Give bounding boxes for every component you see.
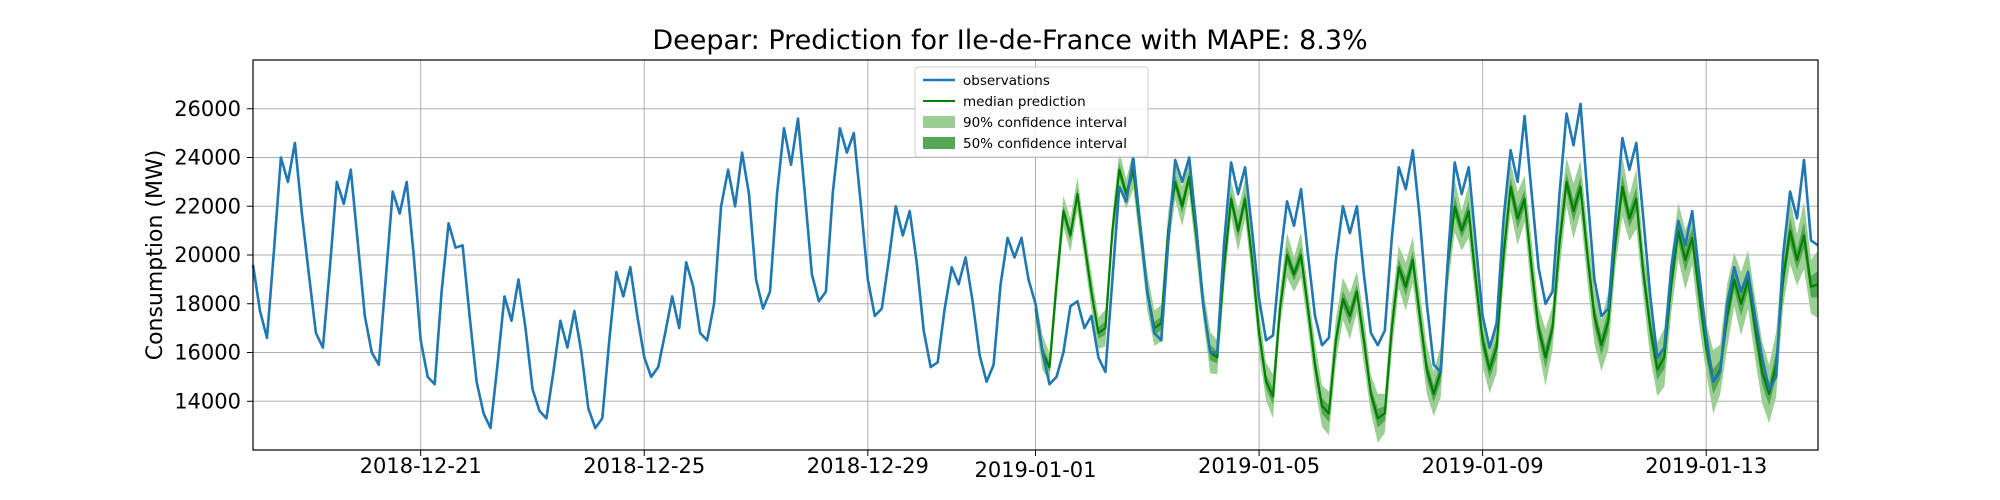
axis-ticks: 14000 16000 18000 20000 22000 24000 26000 2018-… bbox=[174, 97, 1767, 482]
legend-label-median-prediction: median prediction bbox=[963, 94, 1086, 110]
legend-label-50-confidence-interval: 50% confidence interval bbox=[963, 136, 1127, 152]
50-confidence-interval-band bbox=[1035, 162, 1818, 428]
confidence-bands bbox=[1035, 150, 1818, 443]
y-tick-label: 22000 bbox=[174, 194, 241, 218]
x-tick-label: 2018-12-21 bbox=[360, 454, 482, 478]
y-tick-label: 16000 bbox=[174, 341, 241, 365]
y-axis-label: Consumption (MW) bbox=[143, 150, 168, 361]
legend-box bbox=[914, 66, 1149, 158]
y-tick-label: 26000 bbox=[174, 97, 241, 121]
x-tick-label: 2019-01-09 bbox=[1422, 454, 1544, 478]
x-tick-label: 2019-01-05 bbox=[1198, 454, 1320, 478]
x-tick-label: 2019-01-01 bbox=[974, 458, 1096, 482]
y-tick-label: 20000 bbox=[174, 243, 241, 267]
90-confidence-interval-band bbox=[1035, 150, 1818, 443]
legend-label-90-confidence-interval: 90% confidence interval bbox=[963, 115, 1127, 131]
legend-swatch-50-confidence-interval bbox=[923, 137, 955, 149]
y-tick-label: 14000 bbox=[174, 389, 241, 413]
y-tick-label: 24000 bbox=[174, 146, 241, 170]
legend-swatch-90-confidence-interval bbox=[923, 116, 955, 128]
legend-label-observations: observations bbox=[963, 73, 1050, 89]
observations-line bbox=[251, 102, 1819, 430]
chart-title: Deepar: Prediction for Ile-de-France wit… bbox=[652, 25, 1367, 56]
legend: observations median prediction 90% confide… bbox=[914, 66, 1149, 158]
x-tick-label: 2018-12-29 bbox=[807, 454, 929, 478]
x-tick-label: 2019-01-13 bbox=[1645, 454, 1767, 478]
x-tick-label: 2018-12-25 bbox=[583, 454, 705, 478]
series-lines bbox=[251, 102, 1819, 430]
y-tick-label: 18000 bbox=[174, 292, 241, 316]
